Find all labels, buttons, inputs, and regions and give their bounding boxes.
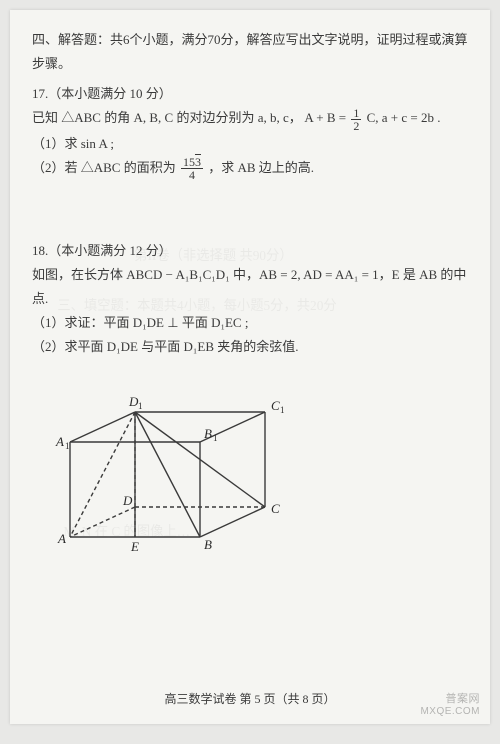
svg-text:B: B — [204, 537, 212, 552]
problem-stem: 如图，在长方体 ABCD − A₁B₁C₁D₁ 中，AB = 2, AD = A… — [32, 263, 468, 311]
problem-number: 17.（本小题满分 10 分） — [32, 82, 468, 106]
svg-text:B: B — [204, 426, 212, 441]
section-header: 四、解答题：共6个小题，满分70分，解答应写出文字说明，证明过程或演算步骤。 — [32, 28, 468, 76]
subquestion-1: （1）求 sin A ; — [32, 132, 468, 156]
exam-page: 第II卷（非选择题 共90分） 三、填空题：本题共4小题，每小题5分，共20分 … — [10, 10, 490, 724]
svg-text:D: D — [122, 493, 133, 508]
watermark: 普案网 MXQE.COM — [420, 693, 480, 718]
fraction-num: 1 — [351, 107, 361, 120]
problem-17: 17.（本小题满分 10 分） 已知 △ABC 的角 A, B, C 的对边分别… — [32, 82, 468, 181]
svg-text:1: 1 — [213, 433, 218, 443]
q2-prefix: （2）若 △ABC 的面积为 — [32, 160, 176, 175]
fraction: 153 4 — [181, 156, 203, 181]
svg-text:1: 1 — [138, 401, 143, 411]
svg-text:A: A — [57, 531, 66, 546]
subquestion-2: （2）求平面 D₁DE 与平面 D₁EB 夹角的余弦值. — [32, 335, 468, 359]
problem-18: 18.（本小题满分 12 分） 如图，在长方体 ABCD − A₁B₁C₁D₁ … — [32, 239, 468, 359]
page-footer: 高三数学试卷 第 5 页（共 8 页） — [10, 688, 490, 710]
equation-lhs: A + B = — [304, 110, 346, 125]
fraction-den: 2 — [351, 120, 361, 132]
cuboid-svg: ABCDEA1B1C1D1 — [50, 367, 290, 567]
svg-text:C: C — [271, 501, 280, 516]
stem-text: 已知 △ABC 的角 A, B, C 的对边分别为 a, b, c， — [32, 110, 302, 125]
fraction: 1 2 — [351, 107, 361, 132]
subquestion-1: （1）求证：平面 D₁DE ⊥ 平面 D₁EC ; — [32, 311, 468, 335]
problem-stem: 已知 △ABC 的角 A, B, C 的对边分别为 a, b, c， A + B… — [32, 106, 468, 132]
svg-text:C: C — [271, 398, 280, 413]
svg-text:1: 1 — [280, 405, 285, 415]
problem-number: 18.（本小题满分 12 分） — [32, 239, 468, 263]
svg-text:A: A — [55, 434, 64, 449]
fraction-den: 4 — [181, 169, 203, 181]
svg-text:E: E — [130, 539, 139, 554]
cuboid-diagram: ABCDEA1B1C1D1 — [50, 367, 468, 575]
svg-text:1: 1 — [65, 441, 70, 451]
watermark-line1: 普案网 — [420, 693, 480, 706]
subquestion-2: （2）若 △ABC 的面积为 153 4 ，求 AB 边上的高. — [32, 156, 468, 182]
equation-suffix: C, a + c = 2b . — [367, 110, 441, 125]
answer-space — [32, 181, 468, 233]
watermark-line2: MXQE.COM — [420, 706, 480, 718]
q2-suffix: ，求 AB 边上的高. — [208, 160, 314, 175]
